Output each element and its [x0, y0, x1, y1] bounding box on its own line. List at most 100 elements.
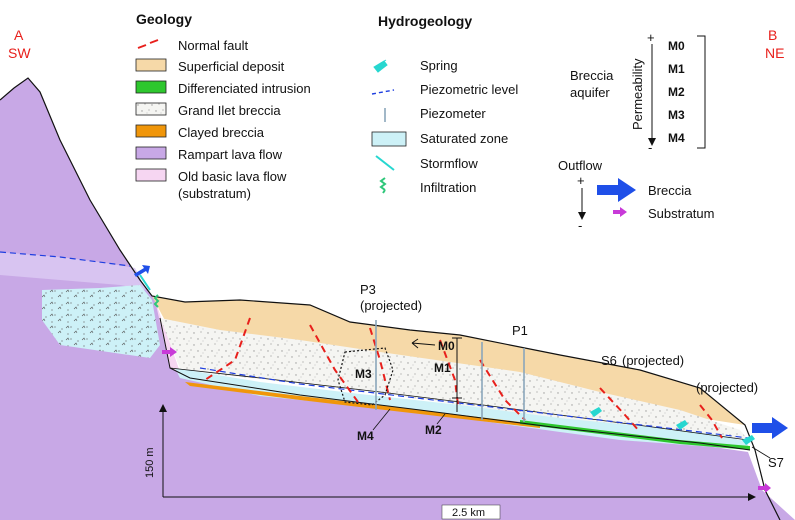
m3-zone-outline [337, 347, 394, 406]
m4-section-label: M4 [357, 429, 374, 443]
basic-lava-swatch [135, 168, 167, 182]
section-substratum-outflow-arrow-1 [162, 347, 177, 357]
section-outflow-spring-arrow [134, 265, 150, 277]
piezometric-level-icon [371, 89, 395, 95]
horizontal-scale-label: 2.5 km [452, 507, 485, 519]
section-infiltration-icon [153, 294, 160, 308]
m2-section-label: M2 [425, 423, 442, 437]
projected-label: (projected) [696, 380, 758, 395]
geology-item-fault: Normal fault [178, 38, 248, 53]
hydro-item-infiltration: Infiltration [420, 180, 476, 195]
s7-label: S7 [768, 455, 784, 470]
hydro-item-spring: Spring [420, 58, 458, 73]
breccia-swatch [135, 102, 167, 116]
outflow-legend: Outflow + - Breccia Substratum [558, 158, 714, 233]
m0-pointer-arrow [411, 338, 436, 349]
aquifer-label-line2: aquifer [570, 85, 610, 100]
section-spring-icon-3 [742, 435, 755, 445]
permeability-level-m0: M0 [668, 39, 685, 53]
outflow-arrow-head [578, 212, 586, 220]
section-spring-icon-1 [590, 407, 602, 417]
horizontal-scale-label-box [441, 504, 501, 520]
hydro-item-piezometric: Piezometric level [420, 82, 518, 97]
normal-faults [204, 317, 723, 439]
geology-item-basic: Old basic lava flow [178, 169, 287, 184]
outflow-minus: - [578, 218, 582, 233]
outflow-plus: + [577, 173, 585, 188]
section-end-direction: NE [765, 45, 784, 61]
left-saturated-breccia [42, 285, 160, 358]
s7-leader-line [751, 446, 771, 459]
intrusion-swatch [135, 80, 167, 94]
permeability-plus: + [647, 30, 655, 45]
outflow-title: Outflow [558, 158, 603, 173]
permeability-level-m1: M1 [668, 62, 685, 76]
horizontal-scale-bar [163, 493, 756, 501]
section-substratum-outflow-arrow-2 [758, 483, 771, 493]
outflow-item-substratum: Substratum [648, 206, 714, 221]
aquifer-label-line1: Breccia [570, 68, 614, 83]
section-stormflow-icon [139, 274, 151, 291]
section-breccia-outflow-arrow [752, 417, 788, 439]
m3-section-label: M3 [355, 367, 372, 381]
geology-item-superficial: Superficial deposit [178, 59, 285, 74]
saturated-zone-swatch [371, 131, 407, 147]
section-spring-icon-2 [676, 420, 688, 430]
stormflow-icon [375, 155, 395, 171]
breccia-outflow-arrow-icon [597, 178, 636, 202]
clayed-breccia-swatch [135, 124, 167, 138]
vertical-scale-label: 150 m [144, 447, 156, 478]
hydro-item-stormflow: Stormflow [420, 156, 478, 171]
s6-projected-label: (projected) [622, 353, 684, 368]
hydro-item-saturated: Saturated zone [420, 131, 508, 146]
permeability-level-m2: M2 [668, 85, 685, 99]
permeability-minus: - [648, 140, 652, 155]
rampart-lava-layer [0, 78, 795, 520]
m2-leader-line [436, 413, 446, 425]
hydrogeology-legend: Hydrogeology Spring Piezometric level Pi… [371, 13, 518, 195]
superficial-deposit-swatch [135, 58, 167, 72]
permeability-legend: Breccia aquifer Permeability + - M0 M1 M… [570, 30, 706, 155]
geology-legend-title: Geology [136, 11, 192, 27]
geology-item-rampart: Rampart lava flow [178, 147, 283, 162]
section-start-direction: SW [8, 45, 31, 61]
permeability-arrow-head [648, 138, 656, 146]
p3-projected-label: (projected) [360, 298, 422, 313]
geology-legend: Geology Normal fault Superficial deposit… [135, 11, 311, 201]
rampart-lava-swatch [135, 146, 167, 160]
geology-item-breccia: Grand Ilet breccia [178, 103, 281, 118]
fault-line-icon [137, 39, 159, 49]
rampart-saturated-zone [0, 252, 146, 290]
geology-section [0, 77, 795, 520]
infiltration-icon [379, 177, 387, 194]
p3-label: P3 [360, 282, 376, 297]
clayed-breccia-layer [185, 382, 540, 428]
permeability-axis-label: Permeability [630, 58, 645, 130]
piezometric-level-line [0, 251, 749, 439]
geology-item-clayed: Clayed breccia [178, 125, 265, 140]
section-end-letter: B [768, 27, 777, 43]
permeability-level-m3: M3 [668, 108, 685, 122]
permeability-bracket [697, 35, 706, 149]
geology-item-basic-note: (substratum) [178, 186, 251, 201]
s6-label: S6 [601, 353, 617, 368]
m0-section-label: M0 [438, 339, 455, 353]
m1-bracket [452, 337, 462, 412]
geology-item-intrusion: Differenciated intrusion [178, 81, 311, 96]
permeability-level-m4: M4 [668, 131, 685, 145]
hydro-item-piezometer: Piezometer [420, 106, 486, 121]
saturated-zone-band [175, 368, 748, 450]
outflow-item-breccia: Breccia [648, 183, 692, 198]
m4-leader-line [372, 408, 391, 431]
substratum-outflow-arrow-icon [613, 207, 627, 217]
ground-surface-line [0, 77, 781, 520]
p1-label: P1 [512, 323, 528, 338]
hydrogeology-legend-title: Hydrogeology [378, 13, 472, 29]
spring-icon [373, 59, 388, 73]
breccia-base-line [159, 317, 751, 451]
m1-section-label: M1 [434, 361, 451, 375]
vertical-scale-bar [159, 404, 167, 497]
section-start-letter: A [14, 27, 24, 43]
piezometer-lines [375, 320, 525, 422]
